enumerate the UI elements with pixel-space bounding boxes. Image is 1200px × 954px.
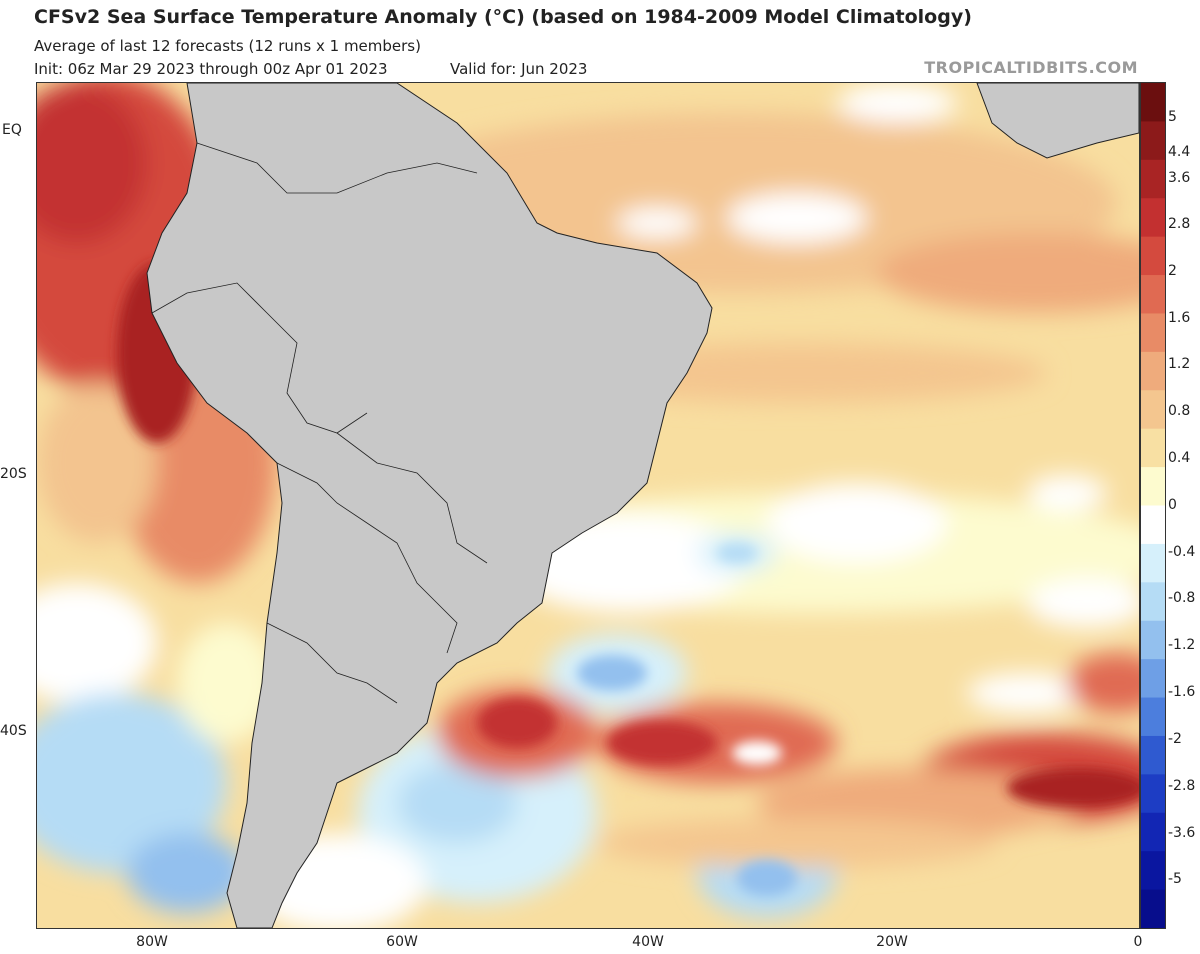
- init-time: Init: 06z Mar 29 2023 through 00z Apr 01…: [34, 60, 388, 78]
- colorbar-label: -3.6: [1168, 825, 1196, 841]
- colorbar-segment: [1141, 390, 1165, 430]
- colorbar-label: -0.4: [1168, 544, 1196, 560]
- colorbar-label: 5: [1168, 109, 1177, 125]
- colorbar-segment: [1141, 659, 1165, 699]
- colorbar-segment: [1141, 735, 1165, 775]
- colorbar-label: 1.2: [1168, 356, 1191, 372]
- colorbar-label: -1.6: [1168, 684, 1196, 700]
- colorbar-segment: [1141, 505, 1165, 545]
- colorbar-label: 0.8: [1168, 403, 1191, 419]
- colorbar-label: 0: [1168, 497, 1177, 513]
- colorbar-label: 4.4: [1168, 144, 1191, 160]
- colorbar-label: -5: [1168, 871, 1182, 887]
- colorbar-segment: [1141, 313, 1165, 353]
- valid-time: Valid for: Jun 2023: [450, 60, 588, 78]
- colorbar-label: -1.2: [1168, 637, 1196, 653]
- colorbar-segment: [1141, 620, 1165, 660]
- colorbar-segment: [1141, 774, 1165, 814]
- colorbar-segment: [1141, 159, 1165, 199]
- y-label-40s: 40S: [0, 723, 27, 739]
- colorbar-segment: [1141, 582, 1165, 622]
- colorbar-segment: [1141, 428, 1165, 468]
- colorbar-segment: [1141, 275, 1165, 314]
- colorbar-segment: [1141, 121, 1165, 161]
- colorbar-segment: [1141, 198, 1165, 238]
- x-label-20w: 20W: [876, 934, 908, 950]
- colorbar-segment: [1141, 351, 1165, 391]
- colorbar-segment: [1141, 467, 1165, 506]
- x-label-40w: 40W: [632, 934, 664, 950]
- colorbar-label: 2: [1168, 263, 1177, 279]
- colorbar-label: 1.6: [1168, 310, 1191, 326]
- colorbar-segment: [1141, 697, 1165, 737]
- colorbar: [1140, 82, 1166, 929]
- colorbar-label: -2.8: [1168, 778, 1196, 794]
- x-label-80w: 80W: [136, 934, 168, 950]
- y-label-20s: 20S: [0, 466, 27, 482]
- colorbar-label: 3.6: [1168, 170, 1191, 186]
- colorbar-label: -2: [1168, 731, 1182, 747]
- colorbar-segment: [1141, 83, 1165, 122]
- colorbar-segment: [1141, 543, 1165, 583]
- colorbar-segment: [1141, 889, 1165, 928]
- y-label-eq: EQ: [2, 122, 22, 138]
- africa-land: [976, 83, 1139, 159]
- x-label-60w: 60W: [386, 934, 418, 950]
- colorbar-label: 0.4: [1168, 450, 1191, 466]
- brand-watermark: TROPICALTIDBITS.COM: [924, 58, 1138, 77]
- colorbar-label: -0.8: [1168, 590, 1196, 606]
- chart-title: CFSv2 Sea Surface Temperature Anomaly (°…: [34, 6, 972, 28]
- colorbar-label: 2.8: [1168, 216, 1191, 232]
- country-borders: [151, 142, 488, 704]
- south-america-land: [146, 83, 713, 928]
- x-label-0: 0: [1133, 934, 1143, 950]
- chart-subtitle: Average of last 12 forecasts (12 runs x …: [34, 37, 421, 55]
- sst-anomaly-map: [36, 82, 1140, 929]
- colorbar-segment: [1141, 812, 1165, 852]
- colorbar-segment: [1141, 851, 1165, 891]
- colorbar-segment: [1141, 236, 1165, 276]
